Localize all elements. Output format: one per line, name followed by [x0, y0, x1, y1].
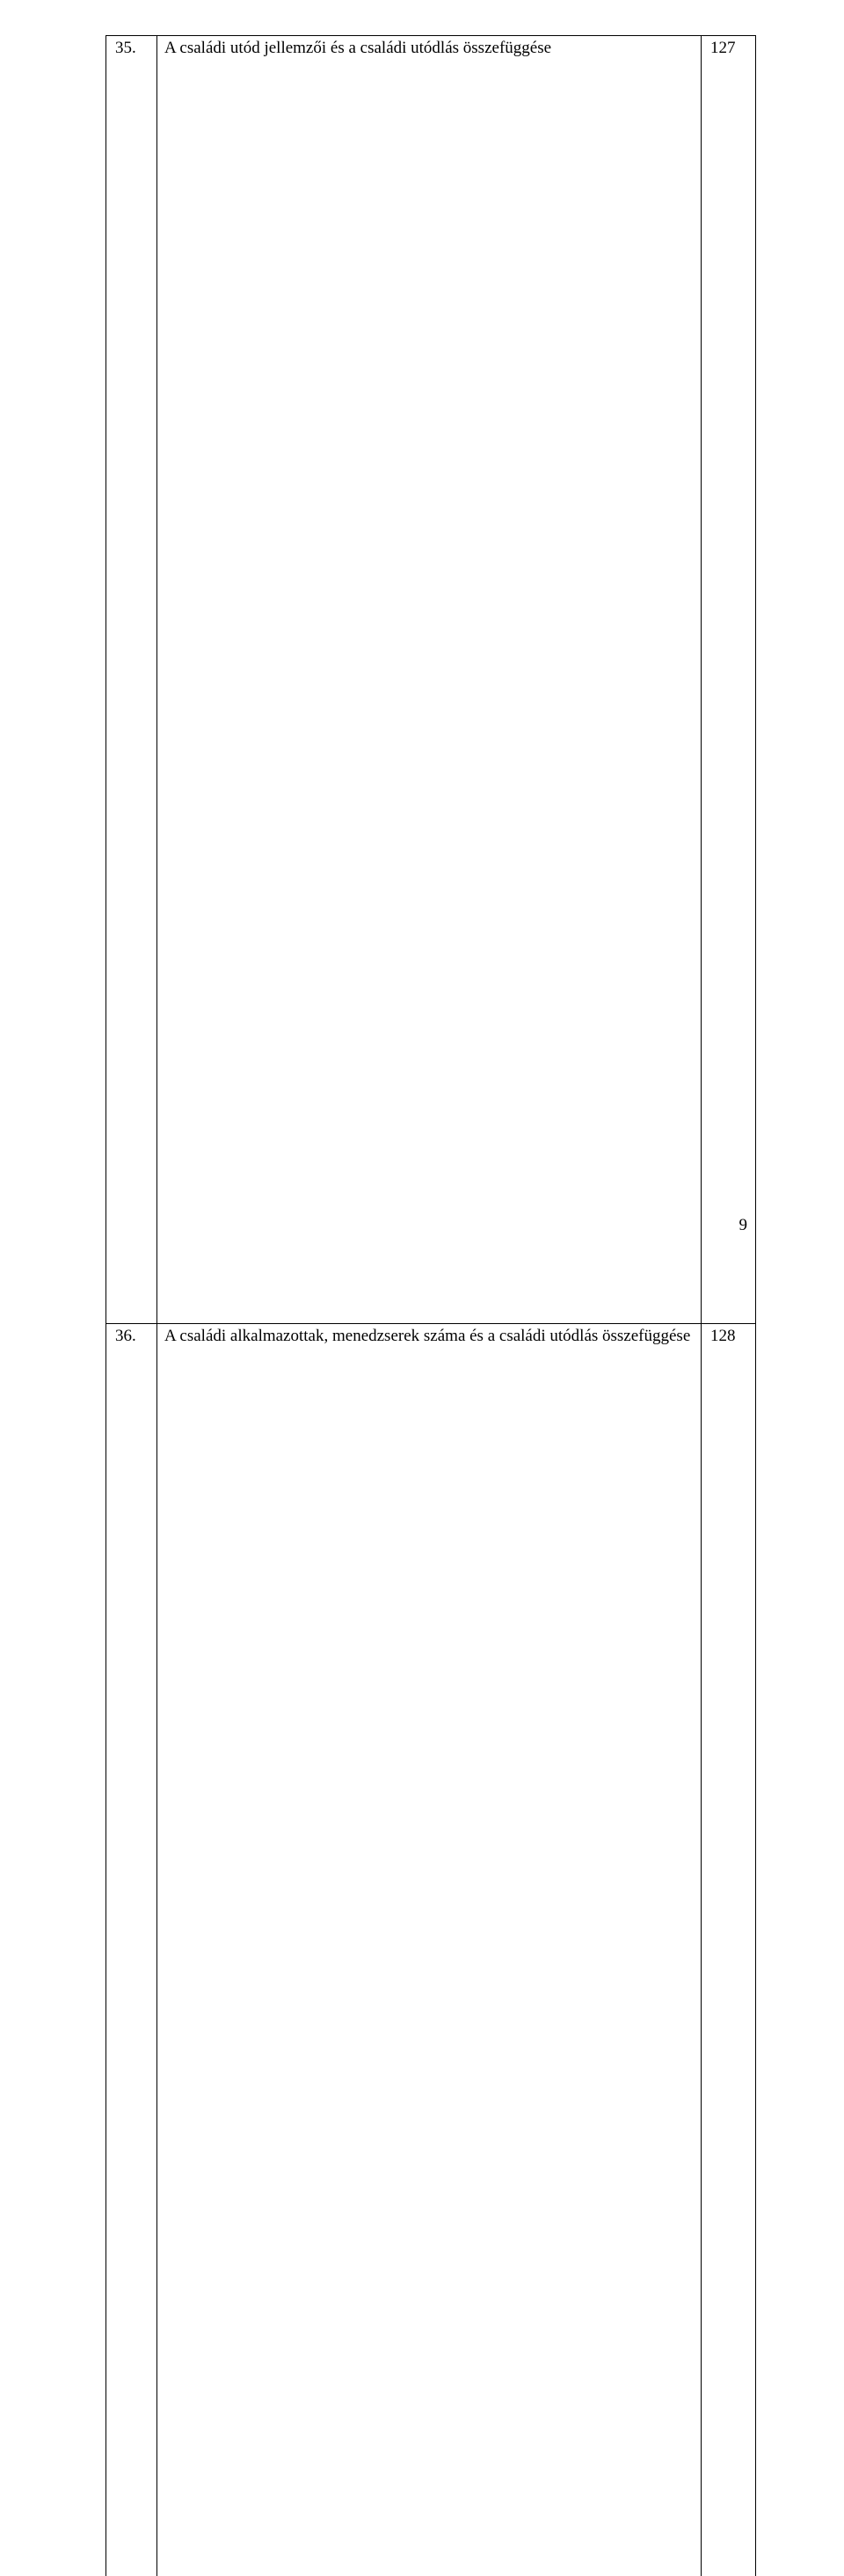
table-row: 35. A családi utód jellemzői és a család…: [106, 36, 756, 1324]
row-page: 127: [702, 36, 756, 1324]
page-number: 9: [739, 1216, 748, 1235]
table-row: 36. A családi alkalmazottak, menedzserek…: [106, 1324, 756, 2576]
document-page: 35. A családi utód jellemzői és a család…: [0, 0, 844, 1288]
row-desc: A családi alkalmazottak, menedzserek szá…: [157, 1324, 702, 2576]
row-number: 35.: [106, 36, 157, 1324]
toc-table: 35. A családi utód jellemzői és a család…: [106, 35, 756, 2576]
row-number: 36.: [106, 1324, 157, 2576]
row-page: 128: [702, 1324, 756, 2576]
toc-body: 35. A családi utód jellemzői és a család…: [106, 36, 756, 2576]
row-desc: A családi utód jellemzői és a családi ut…: [157, 36, 702, 1324]
